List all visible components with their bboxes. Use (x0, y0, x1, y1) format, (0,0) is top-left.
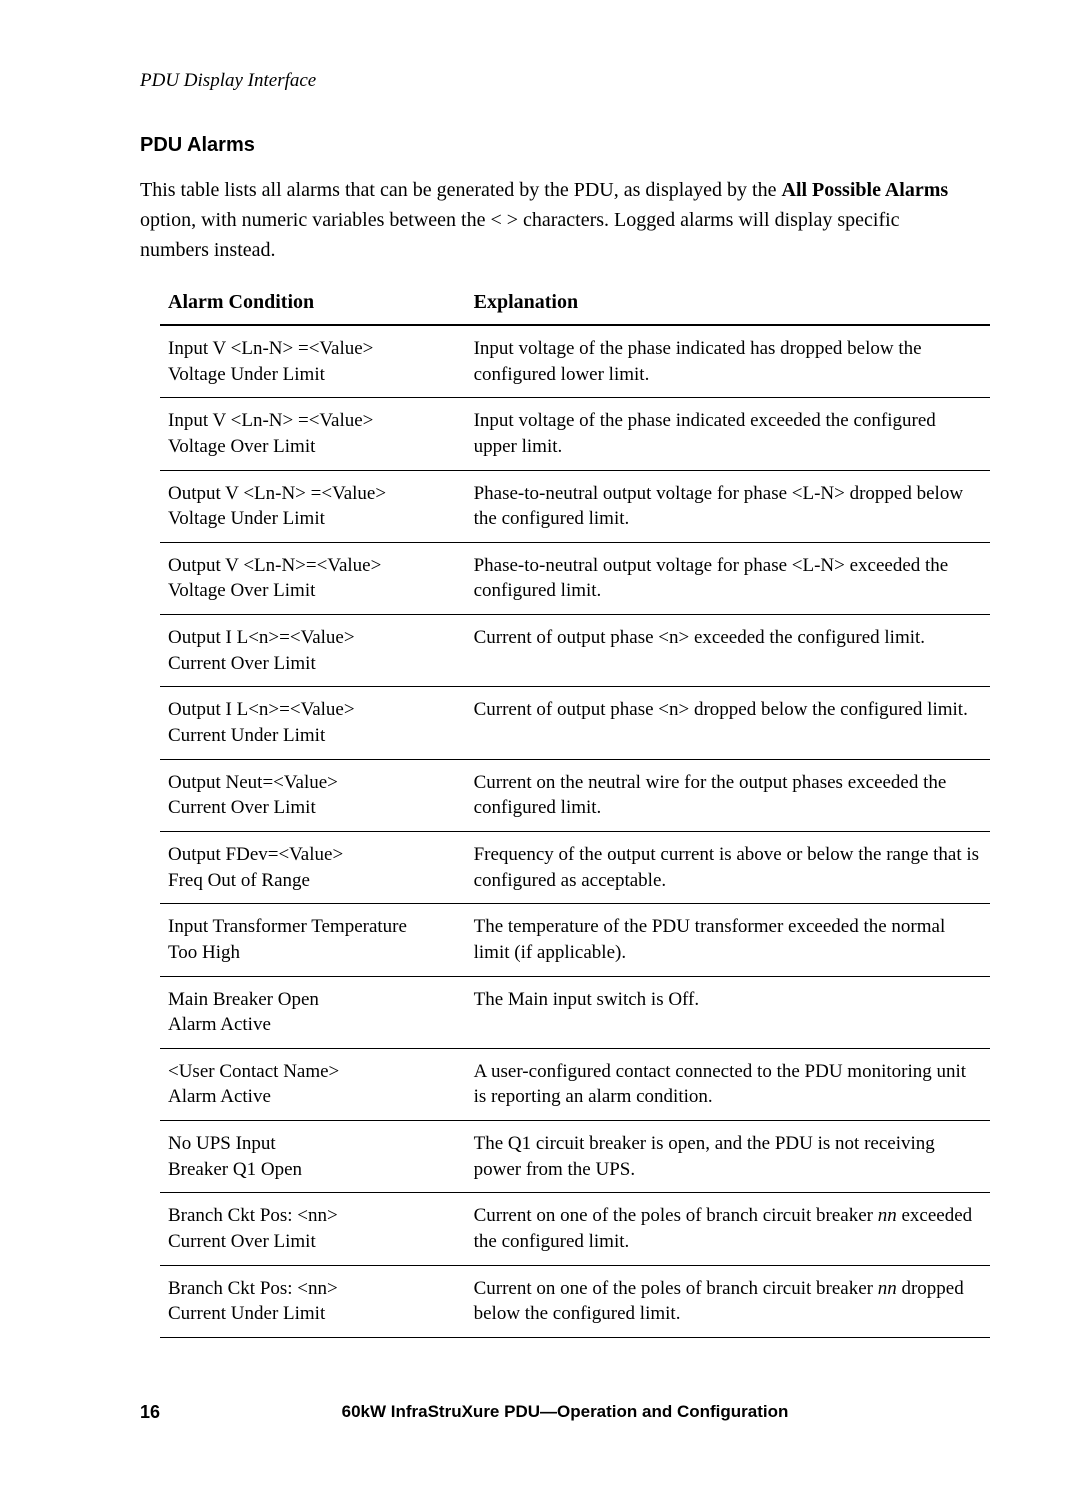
table-row: Input V <Ln-N> =<Value> Voltage Over Limi… (160, 398, 990, 470)
table-head-row: Alarm Condition Explanation (160, 283, 990, 325)
cell-condition: Input V <Ln-N> =<Value> Voltage Over Limi… (160, 398, 466, 470)
cell-condition: Main Breaker Open Alarm Active (160, 976, 466, 1048)
th-condition: Alarm Condition (160, 283, 466, 325)
exp-pre: Current on one of the poles of branch ci… (474, 1278, 878, 1299)
cond-line1: Input Transformer Temperature (168, 916, 407, 937)
cond-line1: No UPS Input (168, 1133, 276, 1154)
cell-explanation: The temperature of the PDU transformer e… (466, 904, 990, 976)
table-row: Input V <Ln-N> =<Value> Voltage Under Lim… (160, 325, 990, 398)
cell-explanation: Phase-to-neutral output voltage for phas… (466, 542, 990, 614)
table-row: Main Breaker Open Alarm Active The Main i… (160, 976, 990, 1048)
cell-condition: <User Contact Name> Alarm Active (160, 1048, 466, 1120)
table-row: Output Neut=<Value> Current Over Limit Cu… (160, 759, 990, 831)
section-title: PDU Alarms (140, 134, 970, 157)
cond-line1: <User Contact Name> (168, 1061, 339, 1082)
cell-explanation: The Q1 circuit breaker is open, and the … (466, 1121, 990, 1193)
exp-italic: nn (878, 1205, 897, 1226)
cond-line1: Output V <Ln-N>=<Value> (168, 555, 381, 576)
intro-bold: All Possible Alarms (782, 179, 949, 201)
table-row: Output I L<n>=<Value> Current Under Limit… (160, 687, 990, 759)
exp-italic: nn (878, 1278, 897, 1299)
table-row: Branch Ckt Pos: <nn> Current Over Limit C… (160, 1193, 990, 1265)
cond-line1: Input V <Ln-N> =<Value> (168, 410, 373, 431)
cond-line2: Alarm Active (168, 1014, 271, 1035)
cell-condition: Output FDev=<Value> Freq Out of Range (160, 831, 466, 903)
table-row: Output FDev=<Value> Freq Out of Range Fre… (160, 831, 990, 903)
cell-condition: No UPS Input Breaker Q1 Open (160, 1121, 466, 1193)
cell-explanation: Input voltage of the phase indicated has… (466, 325, 990, 398)
footer-title: 60kW InfraStruXure PDU—Operation and Con… (140, 1402, 970, 1422)
cond-line2: Current Under Limit (168, 1303, 325, 1324)
table-row: No UPS Input Breaker Q1 Open The Q1 circu… (160, 1121, 990, 1193)
cond-line1: Main Breaker Open (168, 989, 319, 1010)
cell-condition: Branch Ckt Pos: <nn> Current Under Limit (160, 1265, 466, 1337)
cond-line1: Output I L<n>=<Value> (168, 627, 355, 648)
cell-explanation: Frequency of the output current is above… (466, 831, 990, 903)
cell-explanation: Current of output phase <n> dropped belo… (466, 687, 990, 759)
cell-condition: Output I L<n>=<Value> Current Over Limit (160, 615, 466, 687)
intro-paragraph: This table lists all alarms that can be … (140, 175, 970, 265)
cond-line2: Current Under Limit (168, 725, 325, 746)
cond-line1: Output FDev=<Value> (168, 844, 343, 865)
cond-line2: Voltage Under Limit (168, 508, 325, 529)
cell-explanation: The Main input switch is Off. (466, 976, 990, 1048)
cond-line1: Branch Ckt Pos: <nn> (168, 1278, 338, 1299)
cond-line1: Input V <Ln-N> =<Value> (168, 338, 373, 359)
cond-line1: Output V <Ln-N> =<Value> (168, 483, 386, 504)
cell-explanation: Current on one of the poles of branch ci… (466, 1193, 990, 1265)
cell-explanation: Input voltage of the phase indicated exc… (466, 398, 990, 470)
cell-condition: Output V <Ln-N> =<Value> Voltage Under Li… (160, 470, 466, 542)
intro-pre: This table lists all alarms that can be … (140, 179, 782, 201)
cond-line1: Output I L<n>=<Value> (168, 699, 355, 720)
cell-condition: Input V <Ln-N> =<Value> Voltage Under Lim… (160, 325, 466, 398)
alarms-table: Alarm Condition Explanation Input V <Ln-… (160, 283, 990, 1338)
cond-line1: Branch Ckt Pos: <nn> (168, 1205, 338, 1226)
cond-line2: Freq Out of Range (168, 870, 310, 891)
cond-line2: Breaker Q1 Open (168, 1159, 302, 1180)
cond-line2: Too High (168, 942, 240, 963)
cell-condition: Output I L<n>=<Value> Current Under Limit (160, 687, 466, 759)
th-explanation: Explanation (466, 283, 990, 325)
table-row: Branch Ckt Pos: <nn>Current Under Limit … (160, 1265, 990, 1337)
intro-post: option, with numeric variables between t… (140, 209, 900, 261)
cond-line2: Voltage Over Limit (168, 580, 315, 601)
table-row: Output I L<n>=<Value>Current Over Limit … (160, 615, 990, 687)
cond-line2: Current Over Limit (168, 653, 316, 674)
cell-explanation: Phase-to-neutral output voltage for phas… (466, 470, 990, 542)
cell-condition: Output Neut=<Value> Current Over Limit (160, 759, 466, 831)
cell-explanation: Current of output phase <n> exceeded the… (466, 615, 990, 687)
cell-explanation: Current on one of the poles of branch ci… (466, 1265, 990, 1337)
cond-line2: Voltage Over Limit (168, 436, 315, 457)
page-number: 16 (140, 1402, 160, 1423)
cell-condition: Input Transformer Temperature Too High (160, 904, 466, 976)
page-footer: 16 60kW InfraStruXure PDU—Operation and … (0, 1402, 1080, 1423)
cell-explanation: A user-configured contact connected to t… (466, 1048, 990, 1120)
cell-explanation: Current on the neutral wire for the outp… (466, 759, 990, 831)
cond-line1: Output Neut=<Value> (168, 772, 338, 793)
cond-line2: Voltage Under Limit (168, 364, 325, 385)
table-row: Output V <Ln-N>=<Value> Voltage Over Limi… (160, 542, 990, 614)
cond-line2: Current Over Limit (168, 797, 316, 818)
cell-condition: Branch Ckt Pos: <nn> Current Over Limit (160, 1193, 466, 1265)
cond-line2: Current Over Limit (168, 1231, 316, 1252)
table-row: Output V <Ln-N> =<Value> Voltage Under Li… (160, 470, 990, 542)
exp-pre: Current on one of the poles of branch ci… (474, 1205, 878, 1226)
table-row: Input Transformer Temperature Too High Th… (160, 904, 990, 976)
cell-condition: Output V <Ln-N>=<Value> Voltage Over Limi… (160, 542, 466, 614)
running-head: PDU Display Interface (140, 70, 970, 92)
table-row: <User Contact Name> Alarm Active A user-c… (160, 1048, 990, 1120)
cond-line2: Alarm Active (168, 1086, 271, 1107)
